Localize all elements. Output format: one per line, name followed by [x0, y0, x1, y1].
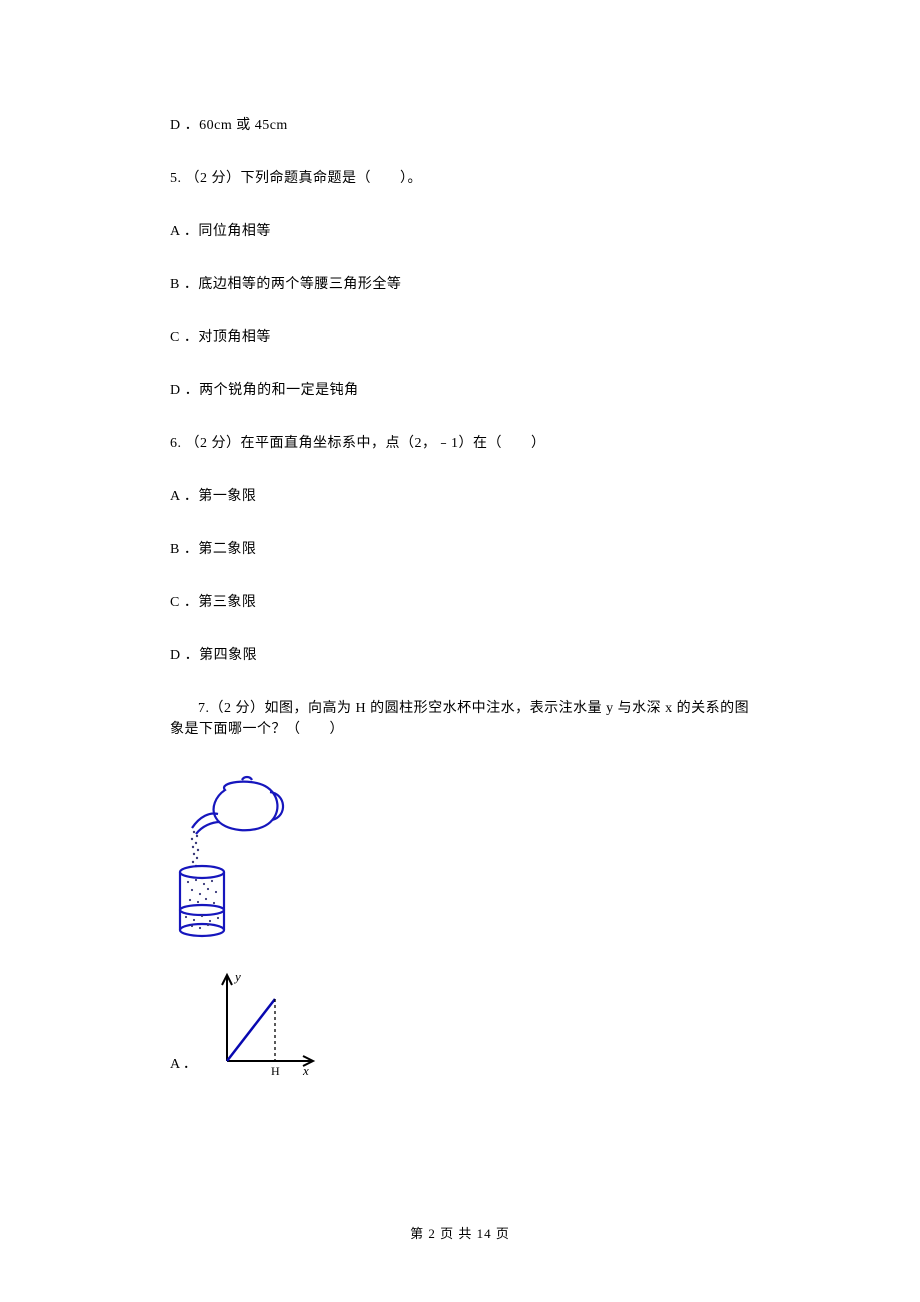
q7-option-a-label: A ．	[170, 1054, 197, 1079]
q5-option-d: D ．两个锐角的和一定是钝角	[170, 380, 760, 401]
chart-x-label: x	[302, 1063, 309, 1078]
page-footer: 第 2 页 共 14 页	[0, 1223, 920, 1242]
chart-y-label: y	[233, 969, 241, 984]
q7-chart-figure: y x H	[203, 969, 323, 1079]
q4-option-d: D ．60cm 或 45cm	[170, 115, 760, 136]
document-page: D ．60cm 或 45cm 5. （2 分）下列命题真命题是（ ）。 A ．同…	[0, 0, 920, 1079]
q6-option-a: A ．第一象限	[170, 486, 760, 507]
q7-stem: 7.（2 分）如图，向高为 H 的圆柱形空水杯中注水，表示注水量 y 与水深 x…	[170, 698, 760, 740]
q6-stem: 6. （2 分）在平面直角坐标系中，点（2，﹣1）在（ ）	[170, 433, 760, 454]
q5-option-a: A ．同位角相等	[170, 221, 760, 242]
q5-option-c: C ．对顶角相等	[170, 327, 760, 348]
q7-option-a: A ． y x H	[170, 969, 760, 1079]
q7-stem-line1: 7.（2 分）如图，向高为 H 的圆柱形空水杯中注水，表示注水量 y 与水深 x…	[170, 698, 760, 719]
chart-h-label: H	[271, 1064, 280, 1078]
q7-stem-line2: 象是下面哪一个？（ ）	[170, 719, 760, 740]
q5-option-b: B ．底边相等的两个等腰三角形全等	[170, 274, 760, 295]
q5-stem: 5. （2 分）下列命题真命题是（ ）。	[170, 168, 760, 189]
q6-option-d: D ．第四象限	[170, 645, 760, 666]
q6-option-b: B ．第二象限	[170, 539, 760, 560]
q6-option-c: C ．第三象限	[170, 592, 760, 613]
q7-pouring-figure	[170, 772, 760, 949]
